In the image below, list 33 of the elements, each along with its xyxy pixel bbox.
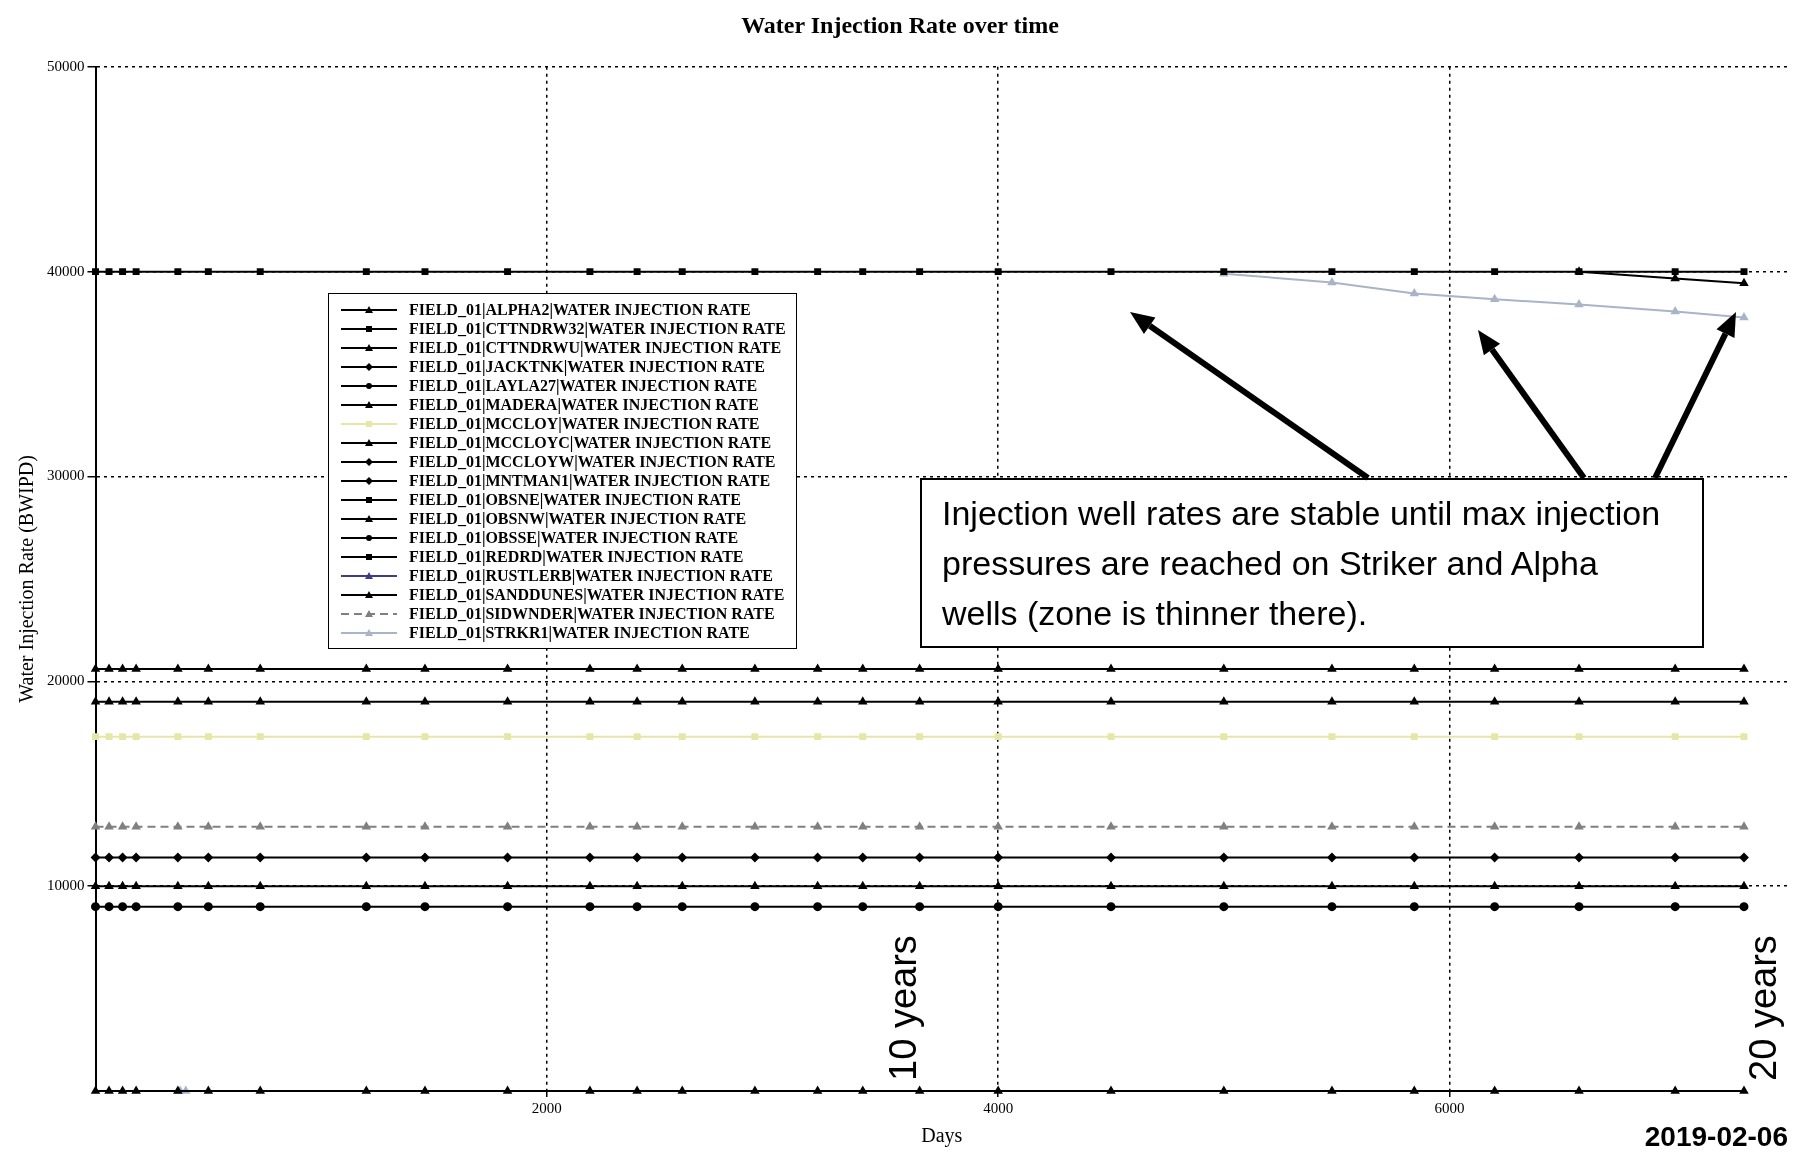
legend-label: FIELD_01|OBSNE|WATER INJECTION RATE <box>409 490 741 509</box>
y-tick-label: 20000 <box>47 672 85 689</box>
annotation: 10 years <box>881 935 925 1081</box>
legend-label: FIELD_01|MCCLOY|WATER INJECTION RATE <box>409 414 760 433</box>
x-tick-label: 2000 <box>531 1099 562 1116</box>
y-tick-label: 10000 <box>47 877 85 894</box>
legend-label: FIELD_01|LAYLA27|WATER INJECTION RATE <box>409 376 758 395</box>
legend-label: FIELD_01|SIDWNDER|WATER INJECTION RATE <box>409 604 775 623</box>
y-tick-label: 40000 <box>47 262 85 279</box>
x-tick-label: 4000 <box>983 1099 1014 1116</box>
legend-label: FIELD_01|MCCLOYW|WATER INJECTION RATE <box>409 452 776 471</box>
legend-label: FIELD_01|STRKR1|WATER INJECTION RATE <box>409 623 750 642</box>
legend-label: FIELD_01|OBSSE|WATER INJECTION RATE <box>409 528 739 547</box>
legend-label: FIELD_01|MNTMAN1|WATER INJECTION RATE <box>409 471 771 490</box>
legend-label: FIELD_01|OBSNW|WATER INJECTION RATE <box>409 509 747 528</box>
legend-label: FIELD_01|JACKTNK|WATER INJECTION RATE <box>409 357 765 376</box>
legend-label: FIELD_01|SANDDUNES|WATER INJECTION RATE <box>409 585 785 604</box>
y-tick-label: 30000 <box>47 467 85 484</box>
legend-label: FIELD_01|MADERA|WATER INJECTION RATE <box>409 395 759 414</box>
chart-title: Water Injection Rate over time <box>741 11 1060 38</box>
legend-label: FIELD_01|ALPHA2|WATER INJECTION RATE <box>409 300 751 319</box>
text: 2019-02-06 <box>1644 1121 1788 1153</box>
y-tick-label: 50000 <box>47 57 85 74</box>
legend-label: FIELD_01|CTTNDRWU|WATER INJECTION RATE <box>409 338 782 357</box>
x-axis-title: Days <box>921 1124 963 1148</box>
legend-label: FIELD_01|MCCLOYC|WATER INJECTION RATE <box>409 433 772 452</box>
callout-box: Injection well rates are stable until max injection pressures are reached on Striker and Alpha wells (zone is thinner there). <box>920 478 1704 648</box>
legend-label: FIELD_01|RUSTLERB|WATER INJECTION RATE <box>409 566 773 585</box>
legend-label: FIELD_01|REDRD|WATER INJECTION RATE <box>409 547 744 566</box>
annotation: 20 years <box>1741 935 1785 1081</box>
x-tick-label: 6000 <box>1434 1099 1465 1116</box>
legend-label: FIELD_01|CTTNDRW32|WATER INJECTION RATE <box>409 319 786 338</box>
y-axis-title: Water Injection Rate (BWIPD) <box>15 455 39 703</box>
